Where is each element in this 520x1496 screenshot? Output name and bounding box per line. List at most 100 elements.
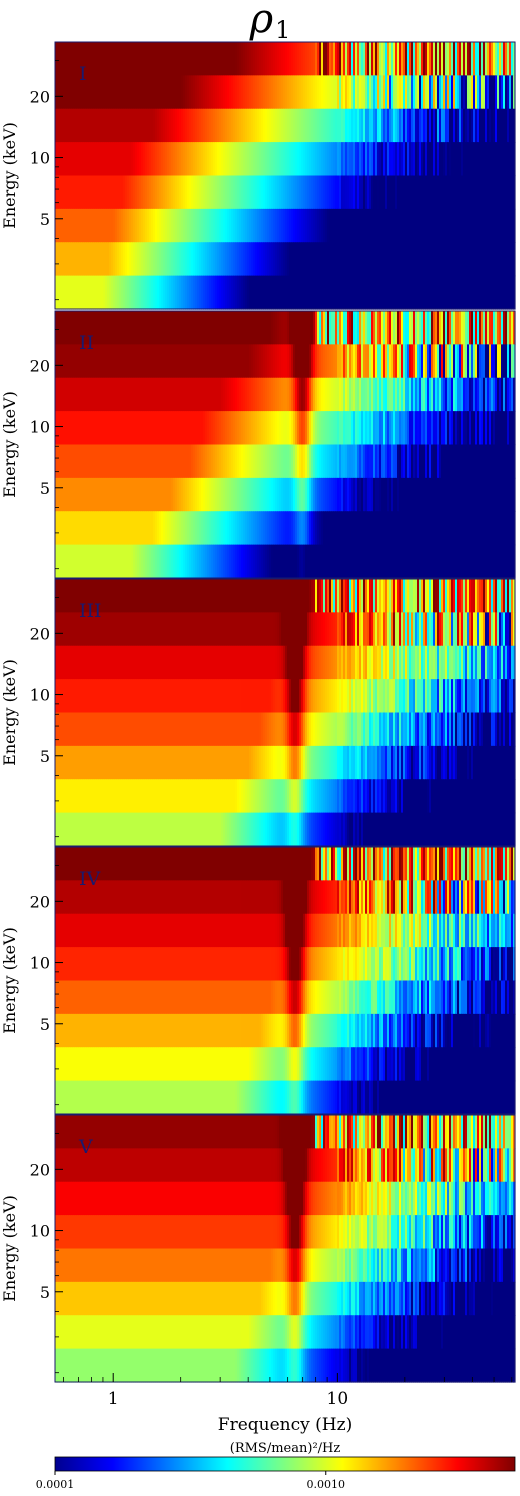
heatmap-cell (151, 511, 154, 546)
heatmap-cell (273, 679, 276, 714)
heatmap-cell (171, 477, 174, 512)
heatmap-cell (141, 645, 144, 680)
heatmap-cell (103, 579, 106, 613)
heatmap-cell (293, 208, 296, 243)
heatmap-cell (437, 142, 440, 177)
heatmap-cell (443, 142, 446, 177)
heatmap-cell (197, 477, 200, 512)
heatmap-cell (285, 411, 288, 446)
heatmap-cell (111, 712, 114, 747)
heatmap-cell (343, 411, 346, 446)
heatmap-cell (323, 444, 326, 479)
heatmap-cell (123, 511, 126, 546)
heatmap-cell (373, 544, 376, 579)
heatmap-cell (361, 377, 364, 412)
heatmap-cell (463, 175, 466, 210)
heatmap-cell (211, 712, 214, 747)
heatmap-cell (75, 477, 78, 512)
heatmap-cell (243, 275, 246, 310)
heatmap-cell (155, 175, 158, 210)
heatmap-cell (461, 477, 464, 512)
heatmap-cell (255, 175, 258, 210)
heatmap-cell (185, 344, 188, 379)
heatmap-cell (197, 411, 200, 446)
heatmap-cell (223, 108, 226, 143)
heatmap-cell (217, 679, 220, 714)
heatmap-cell (495, 645, 498, 680)
heatmap-cell (289, 275, 292, 310)
heatmap-cell (447, 645, 450, 680)
heatmap-cell (325, 242, 328, 277)
heatmap-cell (363, 679, 366, 714)
heatmap-cell (225, 42, 228, 76)
heatmap-cell (339, 645, 342, 680)
heatmap-cell (69, 679, 72, 714)
heatmap-cell (443, 679, 446, 714)
heatmap-cell (119, 142, 122, 177)
heatmap-cell (119, 242, 122, 277)
heatmap-cell (443, 75, 446, 110)
heatmap-cell (131, 511, 134, 546)
heatmap-cell (171, 75, 174, 110)
heatmap-cell (87, 75, 90, 110)
heatmap-cell (89, 511, 92, 546)
heatmap-cell (491, 242, 494, 277)
heatmap-cell (315, 679, 318, 714)
heatmap-cell (509, 344, 512, 379)
heatmap-cell (167, 745, 170, 780)
y-tick-label: 5 (40, 210, 50, 229)
heatmap-cell (237, 579, 240, 613)
heatmap-cell (345, 42, 348, 76)
heatmap-cell (85, 444, 88, 479)
heatmap-cell (173, 175, 176, 210)
heatmap-cell (113, 208, 116, 243)
heatmap-cell (213, 544, 216, 579)
heatmap-cell (469, 142, 472, 177)
heatmap-cell (251, 645, 254, 680)
heatmap-cell (295, 511, 298, 546)
heatmap-cell (383, 275, 386, 310)
heatmap-cell (213, 612, 216, 647)
heatmap-cell (317, 42, 320, 76)
heatmap-cell (409, 275, 412, 310)
heatmap-cell (395, 712, 398, 747)
heatmap-cell (421, 108, 424, 143)
heatmap-cell (407, 377, 410, 412)
heatmap-cell (57, 511, 60, 546)
heatmap-cell (95, 108, 98, 143)
heatmap-cell (61, 108, 64, 143)
heatmap-cell (217, 75, 220, 110)
heatmap-cell (465, 75, 468, 110)
heatmap-cell (179, 208, 182, 243)
heatmap-cell (455, 579, 458, 613)
heatmap-cell (91, 444, 94, 479)
heatmap-cell (499, 344, 502, 379)
heatmap-cell (207, 242, 210, 277)
heatmap-cell (389, 411, 392, 446)
heatmap-cell (505, 411, 508, 446)
heatmap-cell (321, 75, 324, 110)
heatmap-cell (491, 311, 494, 345)
heatmap-cell (85, 142, 88, 177)
heatmap-cell (471, 75, 474, 110)
heatmap-cell (333, 275, 336, 310)
heatmap-cell (239, 511, 242, 546)
heatmap-cell (195, 544, 198, 579)
heatmap-cell (331, 679, 334, 714)
heatmap-cell (155, 242, 158, 277)
heatmap-cell (209, 645, 212, 680)
heatmap-cell (239, 42, 242, 76)
heatmap-cell (129, 344, 132, 379)
heatmap-cell (513, 311, 516, 345)
heatmap-cell (273, 275, 276, 310)
heatmap-cell (473, 75, 476, 110)
heatmap-cell (133, 679, 136, 714)
heatmap-cell (97, 645, 100, 680)
heatmap-cell (171, 411, 174, 446)
heatmap-cell (75, 579, 78, 613)
heatmap-cell (233, 242, 236, 277)
heatmap-cell (115, 544, 118, 579)
heatmap-cell (435, 42, 438, 76)
heatmap-cell (257, 108, 260, 143)
heatmap-cell (499, 42, 502, 76)
